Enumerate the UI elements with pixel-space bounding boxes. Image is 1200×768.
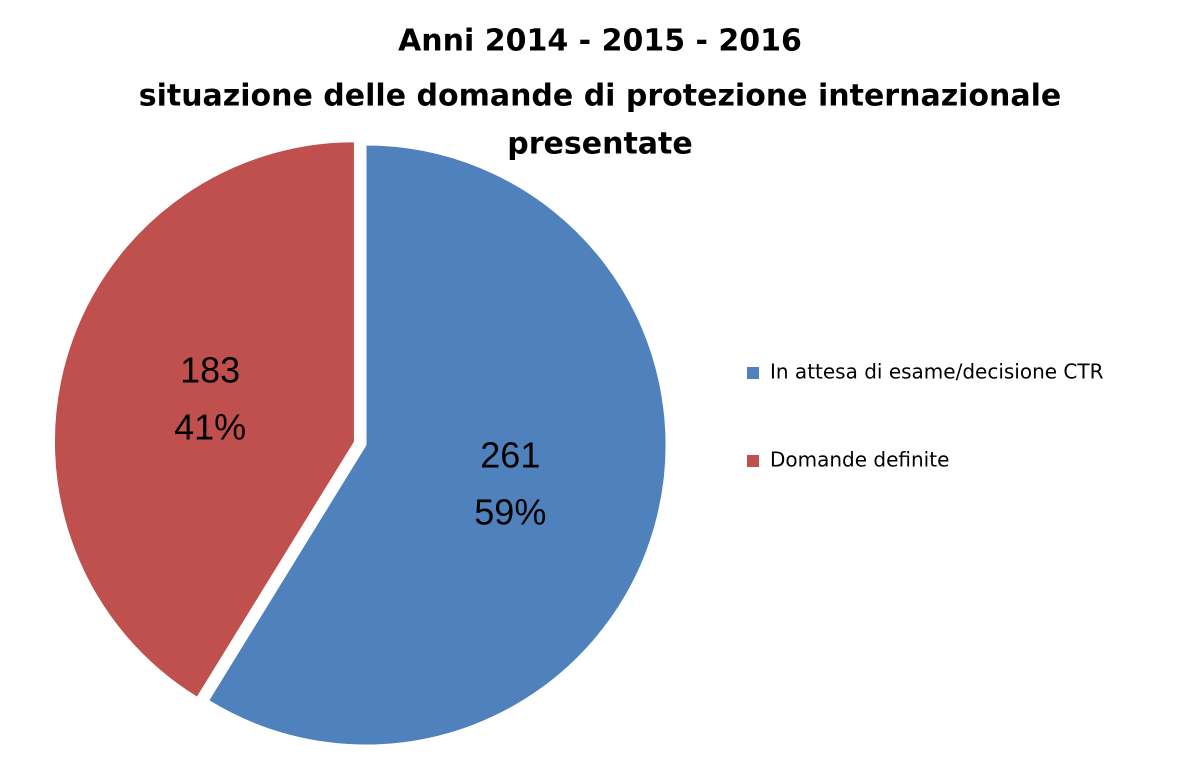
chart-title: situazione delle domande di protezione i… [139,79,1062,114]
legend-label: Domande definite [770,448,949,472]
chart-title: presentate [507,127,692,162]
data-label: 183 [180,349,240,390]
data-label: 261 [480,434,540,475]
legend-swatch [747,455,759,467]
pie-slice [208,144,667,746]
data-label: 59% [474,491,546,532]
legend-label: In attesa di esame/decisione CTR [770,360,1104,384]
data-label: 41% [174,406,246,447]
pie-slice [53,141,355,698]
chart-title: Anni 2014 - 2015 - 2016 [398,24,802,59]
legend-swatch [747,367,759,379]
